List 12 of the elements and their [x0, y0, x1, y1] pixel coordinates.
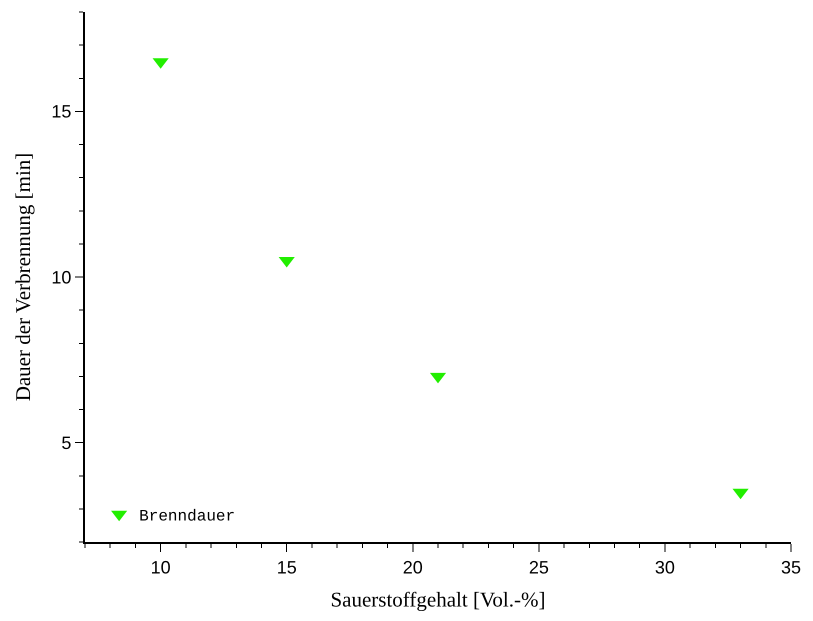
x-tick-label: 15 — [276, 558, 297, 578]
x-tick-label: 20 — [402, 558, 423, 578]
y-axis-title: Dauer der Verbrennung [min] — [11, 152, 36, 402]
y-tick-label: 10 — [51, 267, 72, 288]
x-tick-label: 25 — [528, 558, 549, 578]
x-tick-label: 30 — [654, 558, 675, 578]
y-tick-label: 15 — [51, 102, 72, 122]
y-tick-label: 5 — [61, 432, 72, 453]
legend-label: Brenndauer — [139, 508, 236, 526]
x-axis-title: Sauerstoffgehalt [Vol.-%] — [330, 587, 546, 612]
x-tick-label: 35 — [780, 558, 802, 578]
x-tick-label: 10 — [150, 558, 171, 578]
